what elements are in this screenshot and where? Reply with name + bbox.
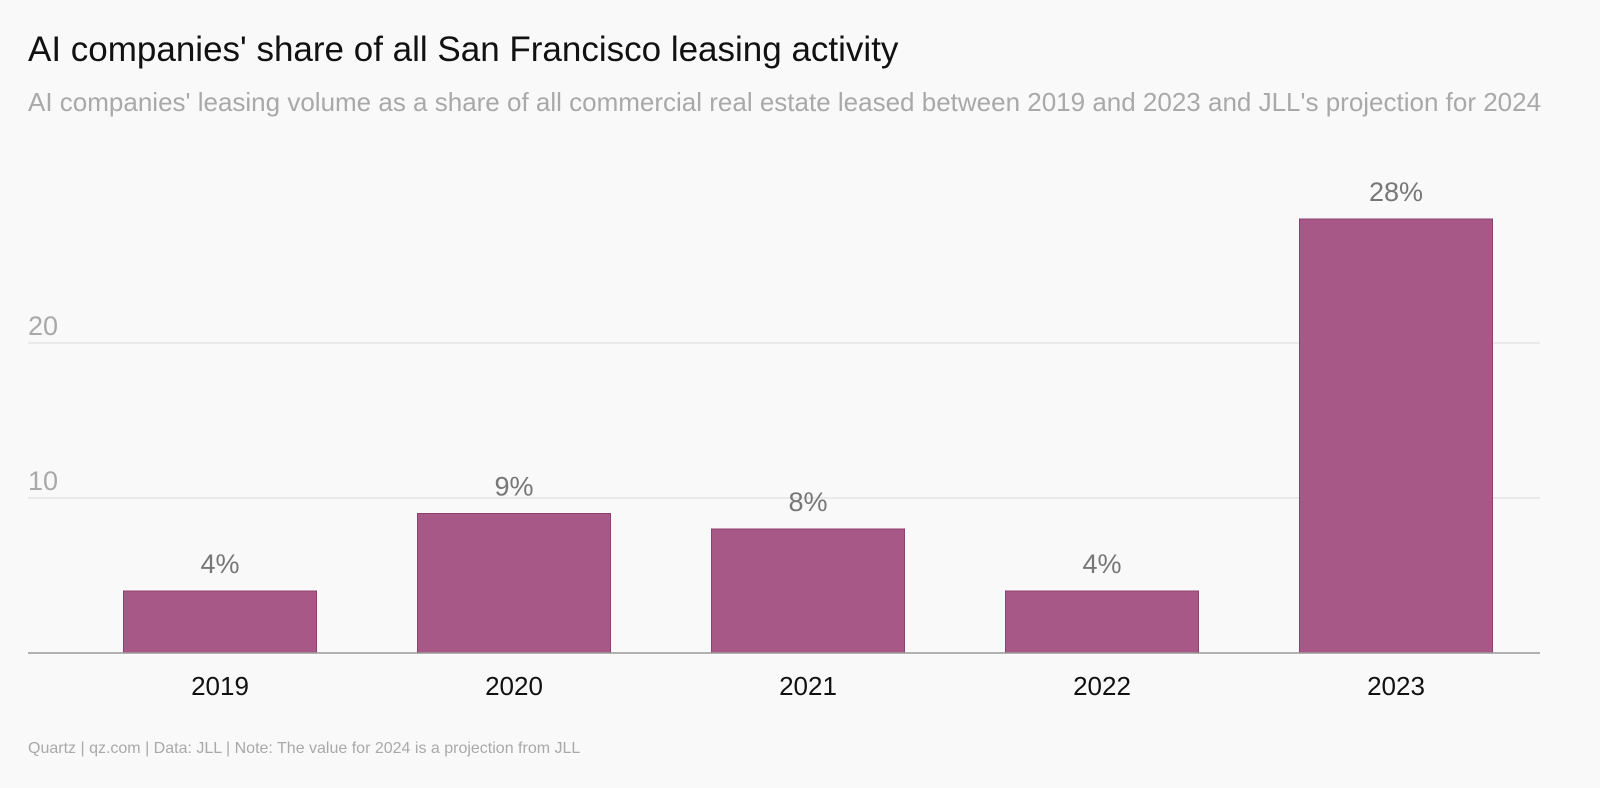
y-axis-ticks: 10 20 — [28, 311, 58, 496]
data-label-2020: 9% — [494, 472, 533, 502]
data-label-2022: 4% — [1082, 549, 1121, 579]
source-note: Quartz | qz.com | Data: JLL | Note: The … — [28, 740, 581, 757]
category-label-2019: 2019 — [191, 671, 249, 701]
bar-2023 — [1299, 218, 1493, 654]
bar-2019 — [123, 590, 317, 654]
x-axis-labels: 2019 2020 2021 2022 2023 — [191, 671, 1425, 701]
y-tick-label: 20 — [28, 311, 58, 341]
bar-2022 — [1005, 590, 1199, 654]
category-label-2021: 2021 — [779, 671, 837, 701]
bar-2020 — [417, 513, 611, 654]
data-label-2021: 8% — [788, 487, 827, 517]
category-label-2022: 2022 — [1073, 671, 1131, 701]
bar-chart: 10 20 4% 9% 8% 4% 28% 2019 2020 2021 2022 2023 — [28, 177, 1540, 701]
data-labels: 4% 9% 8% 4% 28% — [200, 177, 1423, 579]
bar-2021 — [711, 528, 905, 654]
chart-subtitle: AI companies' leasing volume as a share … — [28, 87, 1542, 117]
y-tick-label: 10 — [28, 466, 58, 496]
gridlines — [28, 342, 1540, 499]
data-label-2019: 4% — [200, 549, 239, 579]
data-label-2023: 28% — [1369, 177, 1423, 207]
bars — [123, 218, 1493, 654]
chart-title: AI companies' share of all San Francisco… — [28, 30, 899, 69]
category-label-2023: 2023 — [1367, 671, 1425, 701]
category-label-2020: 2020 — [485, 671, 543, 701]
